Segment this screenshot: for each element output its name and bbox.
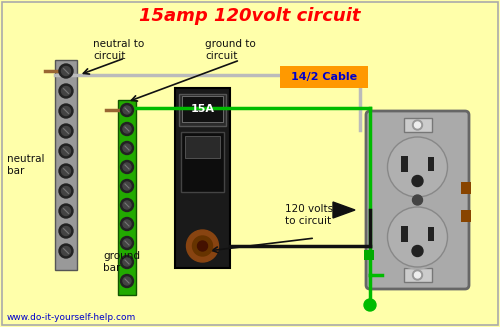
- Polygon shape: [333, 202, 355, 218]
- Circle shape: [120, 123, 134, 135]
- Circle shape: [414, 272, 420, 278]
- Circle shape: [186, 230, 218, 262]
- Circle shape: [62, 66, 70, 76]
- Circle shape: [412, 246, 423, 256]
- Bar: [404, 268, 431, 282]
- Circle shape: [120, 236, 134, 250]
- Circle shape: [192, 236, 212, 256]
- Bar: [428, 227, 434, 241]
- Circle shape: [59, 124, 73, 138]
- Text: www.do-it-yourself-help.com: www.do-it-yourself-help.com: [7, 314, 136, 322]
- Circle shape: [386, 205, 450, 269]
- Bar: [185, 136, 220, 158]
- Circle shape: [62, 227, 70, 235]
- Circle shape: [62, 87, 70, 95]
- Text: 14/2 Cable: 14/2 Cable: [291, 72, 357, 82]
- Bar: [364, 250, 374, 260]
- Circle shape: [62, 206, 70, 215]
- Circle shape: [62, 247, 70, 255]
- Bar: [400, 156, 407, 172]
- Circle shape: [123, 182, 131, 190]
- Bar: [461, 210, 471, 222]
- Circle shape: [62, 127, 70, 135]
- Bar: [175, 88, 230, 268]
- Circle shape: [59, 204, 73, 218]
- Circle shape: [123, 239, 131, 247]
- Circle shape: [388, 137, 448, 197]
- Circle shape: [120, 198, 134, 212]
- Circle shape: [62, 166, 70, 176]
- Circle shape: [123, 201, 131, 209]
- Circle shape: [59, 144, 73, 158]
- Circle shape: [123, 258, 131, 266]
- Bar: [404, 118, 431, 132]
- Bar: [428, 157, 434, 171]
- Circle shape: [412, 195, 422, 205]
- Circle shape: [388, 207, 448, 267]
- Circle shape: [123, 277, 131, 285]
- Circle shape: [62, 107, 70, 115]
- Circle shape: [59, 224, 73, 238]
- Circle shape: [120, 142, 134, 154]
- FancyBboxPatch shape: [366, 111, 469, 289]
- Text: neutral
bar: neutral bar: [7, 154, 44, 176]
- Circle shape: [386, 135, 450, 199]
- Circle shape: [198, 241, 207, 251]
- Text: 15amp 120volt circuit: 15amp 120volt circuit: [139, 7, 361, 25]
- Circle shape: [412, 120, 422, 130]
- Circle shape: [59, 244, 73, 258]
- Bar: [181, 132, 224, 192]
- Circle shape: [59, 64, 73, 78]
- Text: ground to
circuit: ground to circuit: [205, 39, 256, 61]
- Circle shape: [120, 217, 134, 231]
- Circle shape: [59, 104, 73, 118]
- Circle shape: [59, 84, 73, 98]
- Circle shape: [364, 299, 376, 311]
- Bar: [179, 94, 226, 126]
- Bar: [182, 96, 223, 122]
- Text: ground
bar: ground bar: [103, 251, 140, 273]
- Circle shape: [123, 144, 131, 152]
- Circle shape: [414, 122, 420, 128]
- Bar: [461, 182, 471, 194]
- Circle shape: [62, 146, 70, 156]
- Bar: [55, 60, 77, 270]
- Circle shape: [123, 125, 131, 133]
- Bar: [118, 100, 136, 295]
- Circle shape: [123, 163, 131, 171]
- Circle shape: [59, 184, 73, 198]
- Circle shape: [412, 270, 422, 280]
- Bar: [280, 66, 368, 88]
- Circle shape: [120, 161, 134, 174]
- Circle shape: [123, 106, 131, 114]
- Circle shape: [412, 176, 423, 186]
- Text: neutral to
circuit: neutral to circuit: [93, 39, 144, 61]
- Circle shape: [120, 180, 134, 193]
- Text: 15A: 15A: [190, 104, 214, 114]
- Circle shape: [62, 186, 70, 196]
- Bar: [400, 226, 407, 242]
- Circle shape: [123, 220, 131, 228]
- Text: 120 volts
to circuit: 120 volts to circuit: [285, 204, 333, 226]
- Circle shape: [59, 164, 73, 178]
- Circle shape: [120, 104, 134, 116]
- Circle shape: [120, 274, 134, 287]
- Circle shape: [120, 255, 134, 268]
